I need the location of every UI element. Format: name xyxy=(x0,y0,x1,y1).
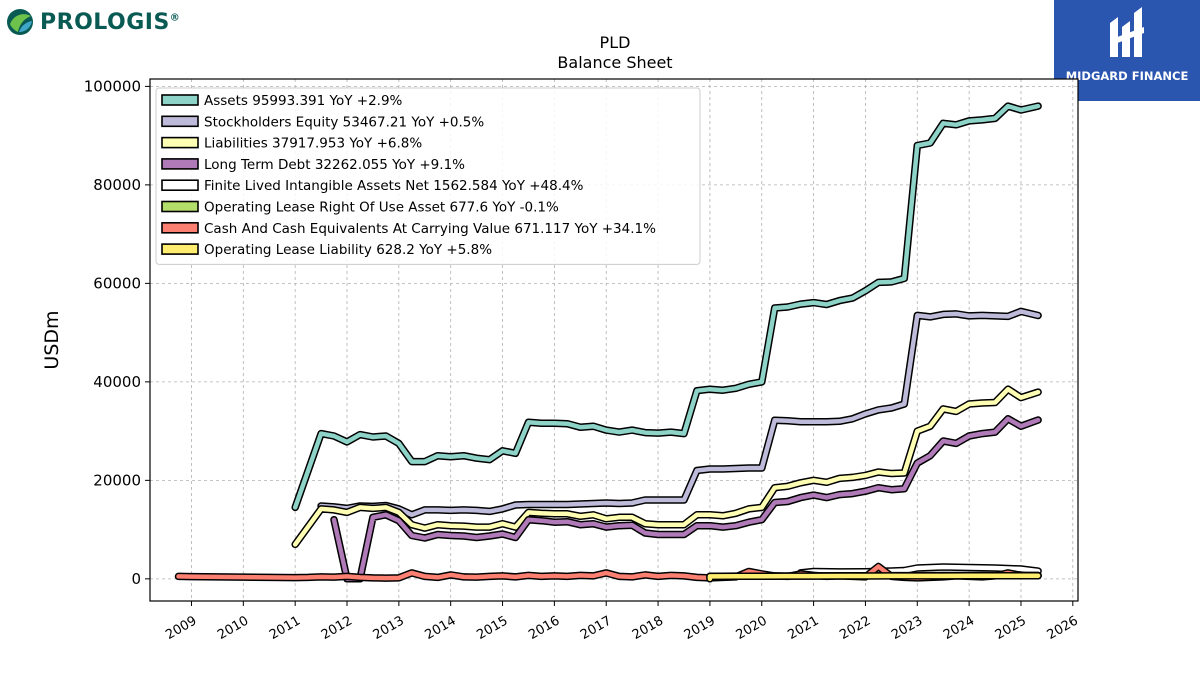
legend-label: Long Term Debt 32262.055 YoY +9.1% xyxy=(204,157,465,173)
x-tick-label: 2009 xyxy=(163,613,199,643)
series-3 xyxy=(330,415,1042,583)
x-tick-label: 2026 xyxy=(1045,613,1081,643)
x-tick-label: 2010 xyxy=(215,613,251,643)
legend-swatch xyxy=(161,94,199,106)
x-tick-label: 2019 xyxy=(682,613,718,643)
x-tick-label: 2015 xyxy=(474,613,510,643)
chart-title: PLD xyxy=(599,33,631,52)
legend-swatch xyxy=(161,243,199,255)
legend-label: Assets 95993.391 YoY +2.9% xyxy=(204,93,403,109)
x-tick-label: 2020 xyxy=(734,613,770,643)
y-axis-label: USDm xyxy=(41,310,63,369)
y-tick-label: 100000 xyxy=(84,77,141,95)
series-1 xyxy=(317,307,1042,519)
y-tick-label: 20000 xyxy=(93,471,141,489)
legend-swatch xyxy=(161,200,199,213)
series-line xyxy=(292,386,1041,547)
legend-label: Operating Lease Right Of Use Asset 677.6… xyxy=(204,200,559,216)
series-line xyxy=(707,573,1041,582)
series-2 xyxy=(291,385,1042,549)
x-tick-label: 2023 xyxy=(889,613,925,643)
legend-swatch xyxy=(161,136,199,149)
chart-subtitle: Balance Sheet xyxy=(557,53,673,72)
y-tick-label: 40000 xyxy=(93,373,141,391)
y-tick-label: 0 xyxy=(131,570,141,588)
series-line xyxy=(292,103,1041,510)
legend: Assets 95993.391 YoY +2.9% Stockholders E… xyxy=(155,87,701,265)
y-tick-label: 60000 xyxy=(93,274,141,292)
series-line xyxy=(318,309,1041,518)
legend-swatch xyxy=(161,158,199,170)
x-tick-label: 2012 xyxy=(319,613,355,643)
leaf-globe-icon xyxy=(7,9,33,35)
y-tick-label: 80000 xyxy=(93,176,141,194)
legend-swatch xyxy=(161,115,199,128)
x-tick-label: 2022 xyxy=(837,613,873,643)
midgard-mark-icon xyxy=(1110,7,1144,57)
prologis-logo: PROLOGIS® xyxy=(4,4,180,40)
series-0 xyxy=(291,102,1042,512)
legend-label: Stockholders Equity 53467.21 YoY +0.5% xyxy=(204,114,484,130)
midgard-wordmark: MIDGARD FINANCE xyxy=(1065,69,1189,83)
series-4 xyxy=(796,563,1042,577)
x-tick-label: 2018 xyxy=(630,613,666,643)
legend-label: Cash And Cash Equivalents At Carrying Va… xyxy=(204,221,656,237)
legend-swatch xyxy=(161,179,199,191)
legend-label: Liabilities 37917.953 YoY +6.8% xyxy=(204,136,422,152)
x-tick-label: 2016 xyxy=(526,613,562,643)
series-line xyxy=(798,564,1041,576)
x-tick-label: 2011 xyxy=(267,613,303,643)
x-tick-label: 2024 xyxy=(941,613,977,643)
x-tick-label: 2025 xyxy=(993,613,1029,643)
prologis-wordmark: PROLOGIS xyxy=(40,9,170,35)
midgard-finance-logo: MIDGARD FINANCE xyxy=(1054,0,1200,101)
legend-swatch xyxy=(161,222,199,234)
series-7 xyxy=(706,571,1042,583)
x-tick-label: 2017 xyxy=(578,613,614,643)
series-line xyxy=(331,416,1041,582)
legend-label: Finite Lived Intangible Assets Net 1562.… xyxy=(204,178,584,194)
axes-frame xyxy=(149,78,1079,602)
registered-mark: ® xyxy=(169,12,181,24)
x-tick-label: 2014 xyxy=(423,613,459,643)
x-tick-label: 2013 xyxy=(371,613,407,643)
legend-label: Operating Lease Liability 628.2 YoY +5.8… xyxy=(204,242,492,258)
legend-box xyxy=(155,87,701,265)
x-tick-label: 2021 xyxy=(785,613,821,643)
